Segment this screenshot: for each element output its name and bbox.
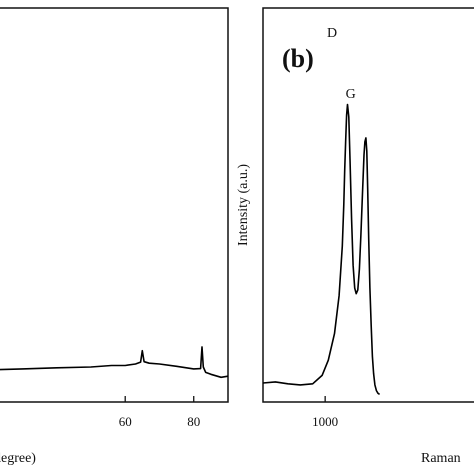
panel-b-x-axis-title: Raman: [421, 451, 461, 466]
panel-b-data-line: [262, 103, 381, 396]
panel-b-label: (b): [282, 44, 314, 73]
peak-label-d: D: [327, 26, 337, 41]
panel-a-xaxis: 60 80: [119, 396, 200, 429]
x-tick-label: 80: [187, 414, 200, 429]
panel-a-data-line: [0, 346, 229, 379]
panel-b-raman: 1000 (b) Intensity (a.u.) Raman DG: [236, 7, 474, 466]
panel-b-xaxis: 1000: [312, 396, 338, 429]
panel-a-frame: [0, 7, 229, 403]
panel-b-frame: [262, 7, 474, 403]
panel-a-xrd: 60 80 degree): [0, 7, 229, 466]
peak-label-g: G: [346, 87, 356, 102]
panel-a-x-axis-title: degree): [0, 451, 36, 466]
panel-b-y-axis-title: Intensity (a.u.): [236, 164, 251, 246]
x-tick-label: 1000: [312, 414, 338, 429]
panel-b-annotations: DG: [327, 26, 356, 102]
x-tick-label: 60: [119, 414, 132, 429]
